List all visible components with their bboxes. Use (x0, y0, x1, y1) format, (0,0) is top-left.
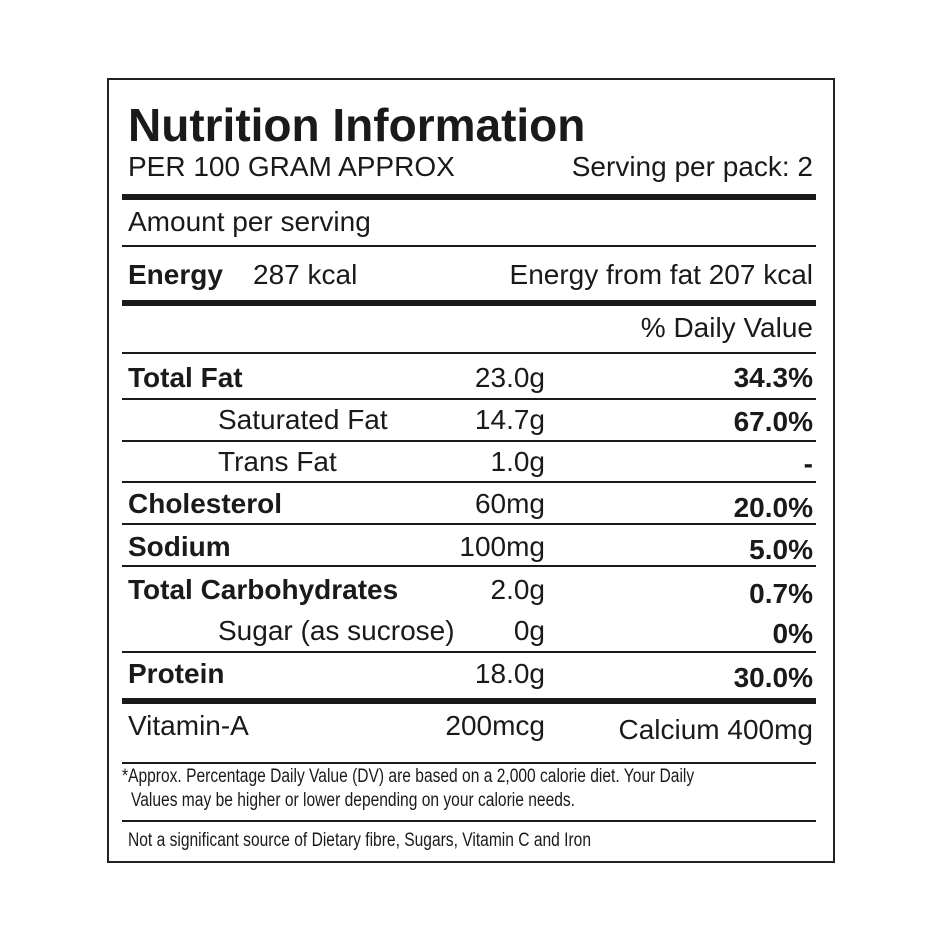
nutrient-dv: 20.0% (733, 492, 813, 523)
nutrient-dv: 34.3% (733, 362, 813, 393)
divider (122, 300, 816, 306)
nutrient-amount: 18.0g (474, 658, 545, 689)
nutrient-name: Sodium (128, 531, 231, 562)
divider (122, 698, 816, 704)
nutrient-amount: 2.0g (490, 574, 546, 605)
divider (122, 762, 816, 764)
nutrient-dv: 67.0% (733, 406, 813, 437)
nutrient-dv: 30.0% (733, 662, 813, 693)
amount-per-serving: Amount per serving (128, 206, 371, 237)
divider (122, 194, 816, 200)
divider (122, 565, 816, 567)
nutrient-amount: 100mg (459, 531, 545, 562)
divider (122, 398, 816, 400)
nutrient-amount: 0g (513, 615, 545, 646)
energy-value: 287 kcal (253, 259, 358, 290)
nutrient-dv: 0.7% (749, 578, 813, 609)
nutrient-name: Total Carbohydrates (128, 574, 399, 605)
per-100-gram: PER 100 GRAM APPROX (128, 151, 455, 182)
label-title: Nutrition Information (128, 99, 586, 151)
not-significant-note: Not a significant source of Dietary fibr… (128, 830, 592, 851)
nutrient-dv: 0% (772, 618, 813, 649)
divider (122, 820, 816, 822)
servings-per-pack: Serving per pack: 2 (571, 151, 813, 182)
nutrient-dv: - (803, 448, 813, 479)
daily-value-header: % Daily Value (640, 312, 813, 343)
label-border (107, 78, 835, 863)
nutrient-name: Saturated Fat (218, 404, 388, 435)
divider (122, 481, 816, 483)
calcium-value: Calcium 400mg (618, 714, 813, 745)
nutrient-amount: 60mg (474, 488, 545, 519)
nutrient-name: Total Fat (128, 362, 243, 393)
nutrient-amount: 1.0g (490, 446, 546, 477)
energy-label: Energy (128, 259, 223, 290)
footnote-line-1: *Approx. Percentage Daily Value (DV) are… (122, 766, 695, 787)
nutrient-name: Protein (128, 658, 225, 689)
divider (122, 440, 816, 442)
nutrient-name: Trans Fat (218, 446, 337, 477)
energy-from-fat: Energy from fat 207 kcal (509, 259, 813, 290)
vitamin-a-label: Vitamin-A (128, 710, 249, 741)
divider (122, 352, 816, 354)
divider (122, 523, 816, 525)
vitamin-a-value: 200mcg (445, 710, 545, 741)
divider (122, 651, 816, 653)
nutrient-name: Cholesterol (128, 488, 283, 519)
divider (122, 245, 816, 247)
footnote-line-2: Values may be higher or lower depending … (131, 790, 576, 811)
nutrient-amount: 14.7g (474, 404, 545, 435)
nutrient-amount: 23.0g (474, 362, 545, 393)
nutrient-name: Sugar (as sucrose) (218, 615, 455, 646)
nutrient-dv: 5.0% (749, 534, 813, 565)
